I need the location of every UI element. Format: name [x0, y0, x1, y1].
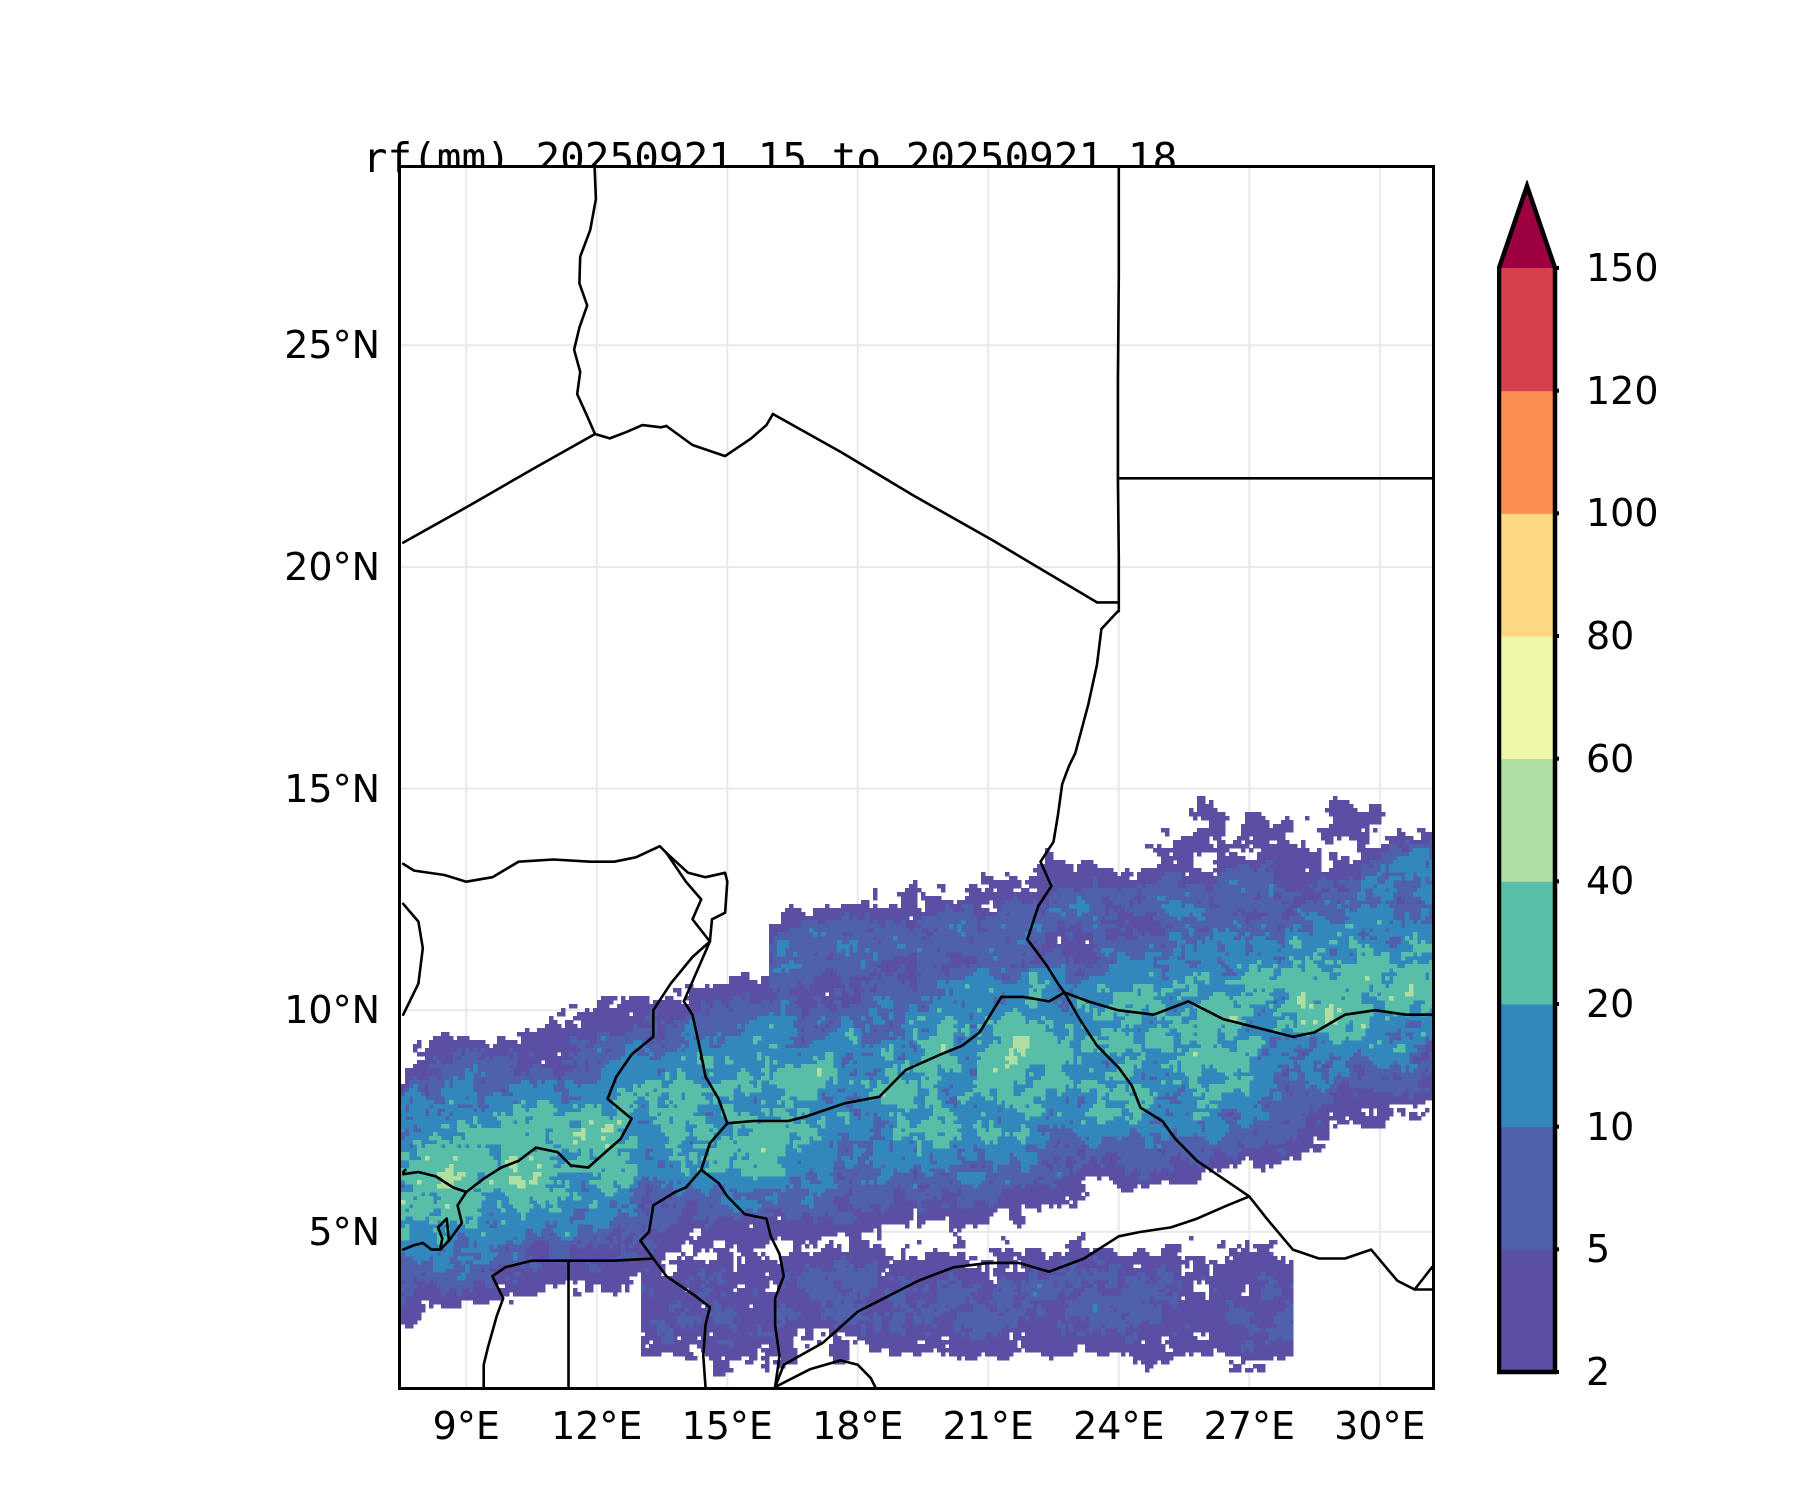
colorbar-band-40-60	[1499, 758, 1555, 882]
colorbar-tick-label-10: 10	[1586, 1104, 1635, 1149]
car-drc-border	[773, 1195, 1268, 1387]
ytick-label-10degN: 10°N	[284, 988, 380, 1033]
nigeria-cameroon-border	[438, 851, 712, 1251]
cameroon-gabon-eq	[491, 1257, 655, 1278]
cross-river-inlet	[436, 1217, 451, 1251]
colorbar-tick-label-120: 120	[1586, 368, 1659, 413]
nigeria-coast-west	[401, 1170, 468, 1194]
colorbar-tick-label-40: 40	[1586, 859, 1635, 904]
colorbar[interactable]	[1497, 180, 1559, 1375]
colorbar-band-80-100	[1499, 513, 1555, 637]
map-canvas	[401, 168, 1432, 1387]
rainfall-field	[401, 796, 1432, 1377]
colorbar-tick-label-100: 100	[1586, 491, 1659, 536]
colorbar-tick-label-80: 80	[1586, 614, 1635, 658]
niger-delta-coast	[401, 1241, 442, 1251]
ytick-label-15degN: 15°N	[284, 766, 380, 811]
colorbar-band-20-40	[1499, 881, 1555, 1005]
colorbar-canvas	[1497, 180, 1559, 1375]
car-south-sudan-border	[1063, 991, 1251, 1198]
map-plot-area[interactable]	[398, 165, 1435, 1390]
xtick-label-30degE: 30°E	[1334, 1404, 1426, 1448]
colorbar-band-10-20	[1499, 1004, 1555, 1128]
congo-river-north	[773, 1359, 877, 1387]
xtick-label-27degE: 27°E	[1203, 1404, 1295, 1448]
algeria-niger-border	[572, 168, 668, 440]
xtick-label-15degE: 15°E	[681, 1404, 773, 1448]
country-borders	[401, 168, 1432, 1387]
cameroon-chad-border	[708, 880, 729, 943]
colorbar-tick-label-60: 60	[1586, 736, 1635, 781]
eqg-coast	[482, 1274, 505, 1387]
colorbar-band-5-10	[1499, 1126, 1555, 1250]
chad-sudan-border	[1026, 610, 1120, 994]
cameroon-car-south	[699, 1122, 786, 1387]
colorbar-outline	[1497, 180, 1558, 1375]
nigeria-niger-border	[401, 844, 668, 883]
nigeria-benin-border	[401, 902, 425, 1016]
colorbar-tick-label-150: 150	[1586, 246, 1659, 290]
colorbar-tick-label-2: 2	[1586, 1350, 1611, 1394]
mali-niger-border	[401, 432, 597, 544]
niger-chad-south	[665, 851, 729, 883]
south-sudan-uganda-kenya	[1413, 1266, 1432, 1291]
colorbar-bands	[1497, 180, 1559, 1375]
ytick-label-5degN: 5°N	[308, 1209, 380, 1254]
xtick-label-21degE: 21°E	[942, 1404, 1034, 1448]
ytick-label-20degN: 20°N	[284, 544, 380, 589]
libya-sudan-border	[1116, 168, 1121, 613]
colorbar-tick-label-20: 20	[1586, 982, 1635, 1026]
xtick-label-12degE: 12°E	[551, 1404, 643, 1448]
xtick-label-18degE: 18°E	[812, 1404, 904, 1448]
colorbar-extend-max-arrow	[1499, 186, 1555, 268]
xtick-label-24degE: 24°E	[1073, 1404, 1165, 1448]
colorbar-band-2-5	[1499, 1249, 1555, 1373]
drc-south-sudan-border	[1265, 1217, 1432, 1291]
libya-chad-border	[771, 412, 1099, 604]
colorbar-tick-label-5: 5	[1586, 1227, 1611, 1272]
colorbar-band-60-80	[1499, 636, 1555, 760]
xtick-label-9degE: 9°E	[432, 1404, 500, 1448]
sudan-chad-lower	[1063, 991, 1120, 1012]
niger-chad-border	[665, 412, 775, 458]
colorbar-band-120-150	[1499, 268, 1555, 392]
sudan-south-sudan-border	[1116, 1000, 1432, 1039]
nigeria-benin-coast	[401, 1168, 407, 1174]
ytick-label-25degN: 25°N	[284, 323, 380, 368]
colorbar-band-100-120	[1499, 390, 1555, 514]
